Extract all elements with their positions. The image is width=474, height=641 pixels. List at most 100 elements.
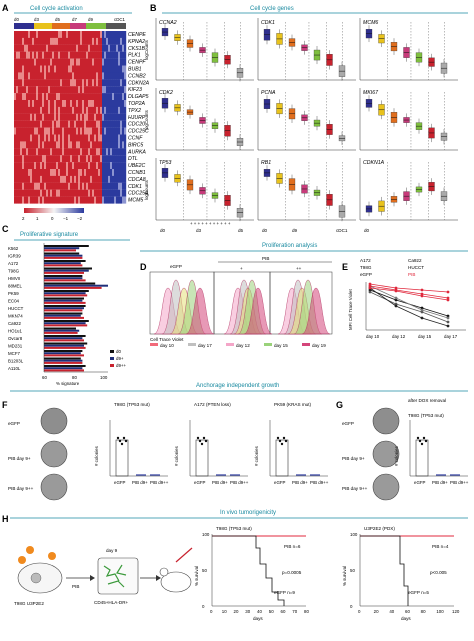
heatmap-cell	[26, 169, 29, 176]
heatmap-cell	[16, 169, 19, 176]
heatmap-cell	[70, 51, 73, 59]
heatmap-cell	[20, 51, 23, 59]
heatmap-cell	[44, 86, 47, 94]
heatmap-cell	[18, 113, 21, 121]
heatmap-cell	[72, 148, 75, 156]
heatmap-cell	[40, 175, 43, 183]
colony-x-label: eGFP	[114, 480, 126, 485]
heatmap-cell	[54, 162, 57, 170]
heatmap-cell	[92, 127, 95, 135]
panel-letter-f: F	[2, 400, 8, 410]
heatmap-cell	[14, 37, 17, 45]
heatmap-cell	[88, 148, 91, 156]
heatmap-cell	[38, 155, 41, 163]
heatmap-cell	[84, 134, 87, 142]
heatmap-cell	[26, 175, 29, 183]
heatmap-cell	[92, 37, 95, 45]
heatmap-cell	[26, 51, 29, 59]
heatmap-cell	[82, 134, 85, 142]
heatmap-cell	[74, 162, 77, 170]
c-legend: d9+	[116, 356, 124, 361]
heatmap-cell	[60, 106, 63, 114]
heatmap-cell	[28, 169, 31, 176]
heatmap-cell	[68, 106, 71, 114]
heatmap-cell	[46, 100, 49, 107]
heatmap-cell	[14, 44, 17, 52]
heatmap-cell	[32, 51, 35, 59]
heatmap-cell	[116, 86, 119, 94]
panel-e: E A172 T98G eGFP Ca922 HUCCT PIB MFI Cel…	[342, 258, 466, 339]
heatmap-cell	[48, 58, 51, 66]
heatmap-cell	[54, 58, 57, 66]
heatmap-cell	[34, 31, 37, 38]
heatmap-cell	[116, 113, 119, 121]
heatmap-cell	[20, 169, 23, 176]
heatmap-cell	[16, 100, 19, 107]
heatmap-cell	[20, 127, 23, 135]
heatmap-cell	[116, 127, 119, 135]
gene-label: BIRC5	[128, 142, 143, 148]
heatmap-cell	[90, 134, 93, 142]
b-ylabel: logCounts	[144, 109, 149, 130]
heatmap-cell	[58, 86, 61, 94]
heatmap-cell	[70, 93, 73, 101]
heatmap-cell	[20, 58, 23, 66]
d-group: +	[240, 266, 243, 271]
heatmap-cell	[94, 65, 97, 73]
heatmap-cell	[102, 86, 105, 94]
e-point	[446, 320, 450, 324]
heatmap-cell	[96, 189, 99, 197]
heatmap-cell	[38, 51, 41, 59]
heatmap-cell	[124, 93, 127, 101]
panel-letter-h: H	[2, 514, 9, 524]
heatmap-cell	[80, 134, 83, 142]
heatmap-cell	[42, 65, 45, 73]
heatmap-cell	[112, 72, 115, 80]
heatmap-cell	[42, 51, 45, 59]
heatmap-cell	[16, 162, 19, 170]
heatmap-cell	[88, 175, 91, 183]
e-point	[394, 304, 398, 308]
heatmap-cell	[122, 141, 125, 149]
heatmap-cell	[86, 100, 89, 107]
heatmap-cell	[30, 189, 33, 197]
heatmap-cell	[60, 155, 63, 163]
heatmap-cell	[38, 65, 41, 73]
heatmap-cell	[30, 58, 33, 66]
heatmap-cell	[76, 58, 79, 66]
heatmap-cell	[16, 113, 19, 121]
heatmap-cell	[20, 175, 23, 183]
heatmap-cell	[72, 86, 75, 94]
heatmap-cell	[110, 141, 113, 149]
signature-bar	[44, 322, 86, 325]
heatmap-cell	[96, 51, 99, 59]
heatmap-cell	[44, 113, 47, 121]
heatmap-cell	[88, 120, 91, 128]
heatmap-cell	[98, 65, 101, 73]
heatmap-cell	[62, 79, 65, 87]
heatmap-cell	[14, 51, 17, 59]
heatmap-cell	[68, 120, 71, 128]
heatmap-cell	[102, 120, 105, 128]
heatmap-cell	[60, 196, 63, 204]
heatmap-cell	[66, 162, 69, 170]
heatmap-cell	[42, 79, 45, 87]
heatmap-cell	[50, 113, 53, 121]
heatmap-cell	[92, 182, 95, 190]
heatmap-cell	[18, 51, 21, 59]
heatmap-cell	[88, 65, 91, 73]
heatmap-cell	[90, 65, 93, 73]
scale-label: 0	[51, 216, 54, 221]
heatmap-cell	[94, 72, 97, 80]
heatmap-cell	[122, 31, 125, 38]
heatmap-cell	[114, 58, 117, 66]
km-ylabel: % survival	[194, 566, 199, 586]
heatmap-cell	[122, 196, 125, 204]
heatmap-color-scale	[24, 208, 84, 213]
heatmap-cell	[68, 51, 71, 59]
heatmap-cell	[122, 86, 125, 94]
heatmap-cell	[106, 37, 109, 45]
signature-bar	[44, 346, 86, 349]
heatmap-cell	[102, 31, 105, 38]
